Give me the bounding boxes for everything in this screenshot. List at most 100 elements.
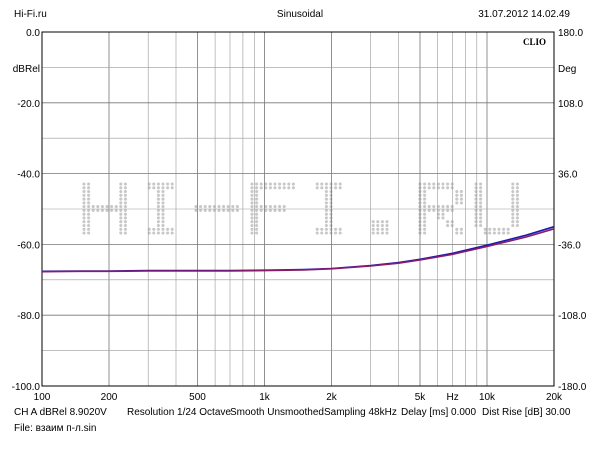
watermark-dot [423, 231, 427, 235]
x-tick-label: 20k [546, 392, 563, 403]
watermark-dot [324, 189, 328, 194]
watermark-dot [259, 182, 263, 186]
watermark-dot [515, 205, 519, 209]
watermark-dot [423, 227, 427, 231]
watermark-dot [226, 208, 230, 212]
watermark-dot [506, 227, 510, 231]
watermark-dot [222, 205, 226, 209]
y2-tick-label: -180.0 [558, 382, 587, 393]
brand-label: CLIO [523, 37, 546, 47]
watermark-dot [315, 186, 319, 190]
watermark-dot [423, 205, 427, 209]
watermark-dot [119, 231, 123, 235]
watermark-dot [161, 189, 165, 194]
watermark-dot [488, 231, 492, 235]
watermark-dot [194, 205, 198, 209]
watermark-dot [506, 231, 510, 235]
watermark-dot [329, 189, 333, 194]
watermark-dot [119, 208, 123, 212]
watermark-dot [329, 212, 333, 216]
watermark-dot [511, 193, 515, 197]
delay-info: Delay [ms] 0.000 [401, 407, 477, 418]
frequency-response-chart: dBRel Deg CLIO 100 200 500 1k 2k 5k 10k 20k Hz 0.… [12, 28, 587, 403]
watermark-dot [123, 231, 127, 235]
watermark-dot [497, 231, 501, 235]
watermark-dot [441, 216, 445, 220]
watermark-dot [273, 186, 277, 190]
watermark-dot [324, 208, 328, 212]
sampling-info: Sampling 48kHz [324, 407, 397, 418]
watermark-dot [170, 227, 174, 231]
watermark-dot [161, 223, 165, 228]
watermark-dot [324, 201, 328, 205]
y2-tick-label: -108.0 [558, 311, 587, 322]
watermark-dot [450, 182, 454, 186]
plot-frame [41, 31, 555, 387]
watermark-dot [170, 231, 174, 235]
watermark-dot [479, 193, 483, 197]
watermark-dot [291, 186, 295, 190]
watermark-dot [427, 205, 431, 209]
watermark-dot [255, 193, 259, 197]
y2-tick-label: 180.0 [558, 28, 583, 39]
watermark-dot [324, 197, 328, 201]
watermark-dot [119, 223, 123, 228]
watermark-dot [156, 227, 160, 231]
watermark-dot [119, 212, 123, 216]
watermark-dot [282, 182, 286, 186]
watermark-dot [320, 227, 324, 231]
watermark-dot [82, 212, 86, 216]
watermark-dot [119, 201, 123, 205]
watermark-dot [123, 220, 127, 224]
watermark-dot [212, 208, 216, 212]
watermark-dot [479, 205, 483, 209]
watermark-dot [441, 186, 445, 190]
watermark-dot [380, 220, 384, 224]
watermark-dot [329, 201, 333, 205]
app-title: Hi-Fi.ru [14, 9, 47, 20]
watermark-dot [455, 189, 459, 194]
watermark-dot [515, 193, 519, 197]
x-tick-label: 5k [415, 392, 427, 403]
watermark-dot [123, 223, 127, 228]
watermark-dot [170, 186, 174, 190]
watermark-dot [376, 227, 380, 231]
watermark-dot [376, 220, 380, 224]
watermark-dot [515, 197, 519, 201]
watermark-dot [324, 205, 328, 209]
watermark-dot [436, 208, 440, 212]
watermark-dot [156, 231, 160, 235]
watermark-dot [255, 208, 259, 212]
watermark-dot [87, 227, 91, 231]
watermark-dot [203, 205, 207, 209]
watermark-dot [166, 231, 170, 235]
watermark-dot [385, 223, 389, 228]
watermark-dot [161, 212, 165, 216]
watermark-dot [385, 227, 389, 231]
watermark-dot [441, 212, 445, 216]
watermark-dot [479, 208, 483, 212]
watermark-dot [423, 216, 427, 220]
watermark-dot [161, 193, 165, 197]
watermark-dot [324, 231, 328, 235]
watermark-dot [338, 227, 342, 231]
watermark-dot [329, 193, 333, 197]
watermark-dot [250, 193, 254, 197]
watermark-dot [282, 186, 286, 190]
watermark-dot [255, 186, 259, 190]
watermark-dot [338, 182, 342, 186]
watermark-dot [479, 182, 483, 186]
watermark-dot [511, 220, 515, 224]
watermark-dot [231, 205, 235, 209]
watermark-dot [161, 231, 165, 235]
watermark-dot [515, 189, 519, 194]
watermark-dot [423, 193, 427, 197]
watermark-dot [455, 231, 459, 235]
watermark-dot [82, 227, 86, 231]
watermark-dot [459, 227, 463, 231]
watermark-dot [87, 212, 91, 216]
watermark-dot [119, 220, 123, 224]
watermark-dot [250, 220, 254, 224]
channel-info: CH A dBRel 8.9020V [14, 407, 107, 418]
watermark-dot [315, 182, 319, 186]
